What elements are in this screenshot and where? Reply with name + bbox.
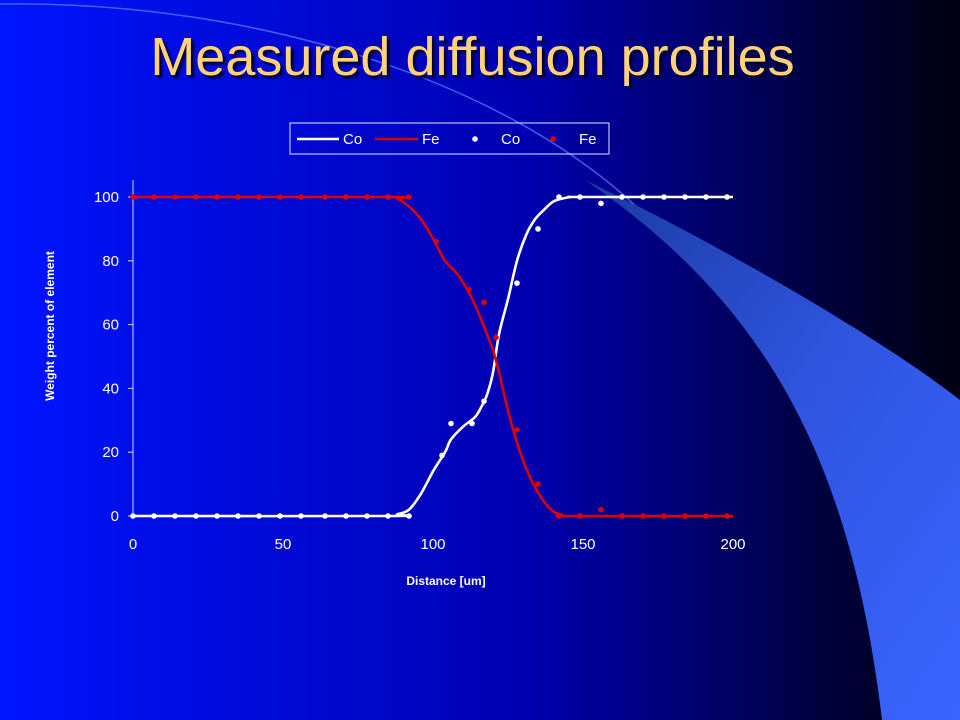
data-point-fe: [493, 334, 499, 341]
data-point-co: [598, 200, 604, 207]
data-point-fe: [556, 513, 562, 519]
data-point-fe: [724, 513, 730, 519]
x-tick-label: 50: [275, 536, 292, 553]
data-point-co: [481, 398, 487, 404]
legend-label: Co: [343, 131, 362, 148]
data-point-co: [172, 513, 178, 519]
legend-label: Fe: [422, 131, 440, 148]
data-point-co: [277, 513, 283, 519]
data-point-co: [469, 420, 475, 427]
data-point-fe: [298, 194, 304, 200]
data-point-co: [724, 194, 730, 200]
x-tick-label: 100: [420, 536, 445, 553]
slide-title: Measured diffusion profiles: [150, 27, 795, 87]
data-point-co: [298, 513, 304, 519]
series-line-fe: [132, 195, 734, 518]
data-point-fe: [433, 238, 439, 245]
data-point-fe: [385, 194, 391, 200]
data-point-co: [514, 280, 520, 286]
legend-marker-swatch: [472, 136, 478, 142]
data-point-co: [577, 194, 583, 200]
data-point-co: [214, 513, 220, 519]
x-axis-title: Distance [um]: [406, 574, 485, 588]
data-point-co: [235, 513, 241, 519]
data-point-fe: [193, 194, 199, 200]
y-tick-label: 60: [102, 317, 119, 334]
y-tick-label: 40: [102, 380, 119, 397]
data-point-co: [556, 194, 562, 200]
data-point-fe: [214, 194, 220, 200]
data-point-fe: [535, 481, 541, 487]
data-point-fe: [322, 194, 328, 200]
chart-legend: Co Fe Co Fe: [289, 122, 610, 155]
data-point-fe: [235, 194, 241, 200]
chart-axes: 0 20 40 60 80 100 0 50 100 150 200 Distance [um] Wei…: [43, 180, 746, 588]
x-tick-label: 0: [129, 536, 137, 553]
chart-series: [130, 194, 734, 519]
data-point-fe: [256, 194, 262, 200]
data-point-co: [535, 226, 541, 232]
data-point-fe: [619, 513, 625, 519]
series-line-co: [132, 195, 733, 518]
data-point-fe: [466, 286, 472, 293]
data-point-co: [661, 194, 667, 200]
data-point-fe: [598, 506, 604, 513]
data-point-fe: [682, 513, 688, 519]
data-point-fe: [277, 194, 283, 200]
data-point-co: [619, 194, 625, 200]
data-point-co: [130, 513, 136, 519]
y-tick-label: 80: [102, 253, 119, 270]
data-point-co: [256, 513, 262, 519]
data-point-fe: [130, 194, 136, 200]
data-point-co: [640, 194, 646, 200]
data-point-fe: [577, 513, 583, 519]
legend-marker-swatch: [550, 136, 556, 142]
x-tick-label: 150: [570, 536, 595, 553]
data-point-co: [343, 513, 349, 519]
legend-label: Fe: [579, 131, 597, 148]
data-point-co: [448, 420, 454, 427]
data-point-fe: [406, 194, 412, 200]
data-point-co: [151, 513, 157, 519]
data-point-fe: [514, 427, 520, 433]
y-tick-label: 20: [102, 444, 119, 461]
data-point-fe: [172, 194, 178, 200]
data-point-fe: [481, 299, 487, 306]
data-point-co: [364, 513, 370, 519]
data-point-fe: [703, 513, 709, 519]
background-arc-line: [0, 3, 661, 231]
data-point-co: [385, 513, 391, 519]
data-point-fe: [151, 194, 157, 200]
data-point-co: [439, 452, 445, 459]
data-point-fe: [343, 194, 349, 200]
background-swoosh: [585, 180, 960, 720]
data-point-co: [682, 194, 688, 200]
data-point-fe: [364, 194, 370, 200]
data-point-co: [322, 513, 328, 519]
data-point-co: [703, 194, 709, 200]
x-tick-label: 200: [720, 536, 745, 553]
data-point-fe: [661, 513, 667, 519]
data-point-fe: [640, 513, 646, 519]
data-point-co: [406, 513, 412, 519]
data-point-co: [193, 513, 199, 519]
y-axis-title: Weight percent of element: [43, 251, 57, 401]
y-tick-label: 0: [111, 508, 119, 525]
legend-label: Co: [501, 131, 520, 148]
y-tick-label: 100: [94, 189, 119, 206]
legend-box: [289, 122, 610, 155]
